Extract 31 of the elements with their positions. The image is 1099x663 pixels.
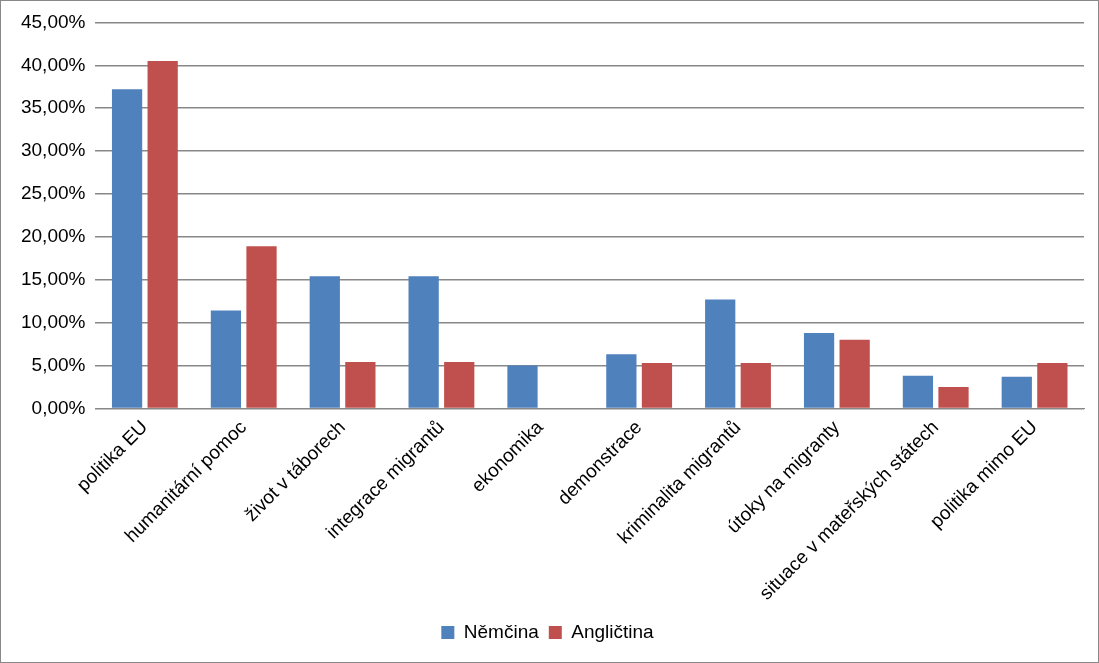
bar: [902, 375, 934, 408]
bar: [210, 310, 242, 408]
bar: [1037, 362, 1068, 408]
bar: [147, 61, 178, 408]
bar: [1001, 376, 1032, 408]
bar: [408, 276, 439, 408]
y-tick-label: 5,00%: [31, 353, 86, 375]
bar: [839, 339, 870, 408]
bar: [705, 299, 736, 408]
y-tick-label: 30,00%: [20, 139, 86, 161]
bar: [111, 89, 143, 408]
bar: [507, 365, 538, 408]
y-tick-label: 20,00%: [20, 225, 86, 247]
bar: [345, 362, 376, 408]
y-tick-label: 35,00%: [20, 96, 86, 118]
legend-label: Angličtina: [571, 620, 655, 642]
y-tick-label: 0,00%: [31, 396, 86, 418]
y-tick-label: 25,00%: [20, 182, 86, 204]
y-tick-label: 40,00%: [20, 53, 86, 75]
y-tick-label: 15,00%: [20, 267, 86, 289]
bar: [740, 362, 771, 408]
bar: [444, 362, 475, 408]
y-tick-label: 10,00%: [20, 310, 86, 332]
bar: [803, 332, 835, 408]
bar: [641, 362, 673, 408]
bar: [606, 354, 637, 408]
legend-label: Němčina: [463, 620, 540, 642]
bar: [938, 386, 969, 408]
bar: [309, 276, 340, 408]
y-tick-label: 45,00%: [20, 10, 86, 32]
bar: [246, 246, 277, 408]
